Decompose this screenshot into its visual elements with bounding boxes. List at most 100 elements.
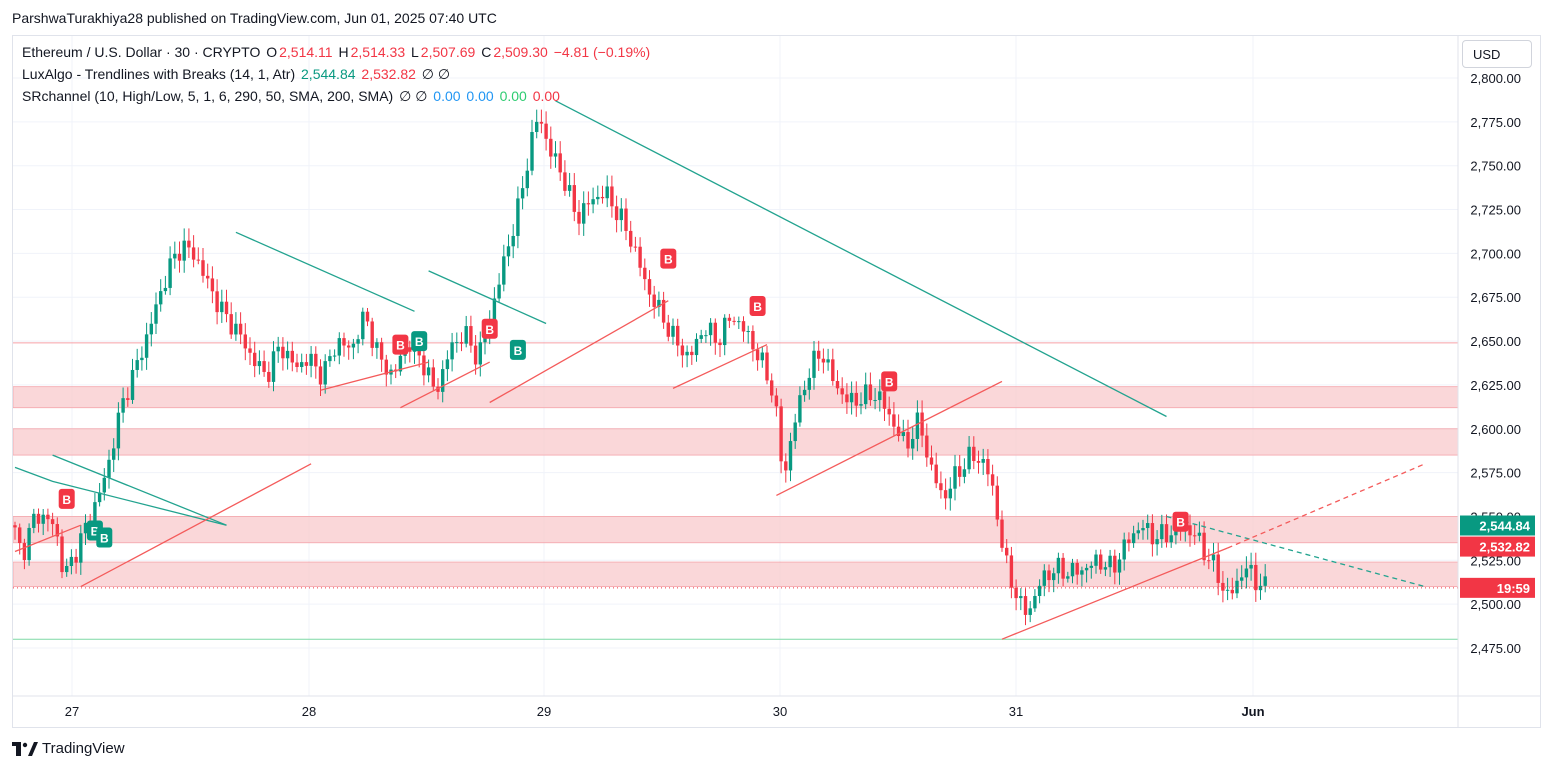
candle-body: [530, 132, 534, 171]
candle-body: [431, 367, 435, 387]
candle-body: [332, 355, 337, 357]
candle-body: [281, 346, 285, 359]
candle-body: [1122, 539, 1126, 560]
candle-body: [506, 246, 511, 257]
indicator1-value-lower: 2,532.82: [361, 66, 416, 82]
candle-body: [1028, 608, 1032, 615]
indicator2-legend[interactable]: SRchannel (10, High/Low, 5, 1, 6, 290, 5…: [22, 88, 562, 105]
candle-body: [629, 230, 633, 247]
chart-pane[interactable]: BBBBBBBBBBB2,475.002,500.002,525.002,550…: [12, 35, 1541, 728]
publish-line: ParshwaTurakhiya28 published on TradingV…: [12, 10, 497, 26]
candle-body: [304, 362, 309, 366]
candle-body: [1240, 577, 1244, 581]
candle-body: [516, 198, 520, 236]
candle-body: [892, 414, 896, 427]
candle-body: [149, 323, 153, 335]
candle-body: [718, 342, 722, 346]
candle-body: [699, 335, 703, 339]
signal-badge-label: B: [415, 335, 424, 349]
candle-body: [1169, 535, 1173, 543]
candle-body: [511, 235, 515, 247]
candle-body: [1141, 528, 1145, 531]
candle-body: [1061, 557, 1065, 579]
indicator1-name[interactable]: LuxAlgo - Trendlines with Breaks (14, 1,…: [22, 66, 296, 82]
candle-body: [1009, 555, 1014, 588]
candle-body: [455, 342, 459, 344]
candle-body: [953, 466, 957, 489]
support-trendline: [672, 344, 768, 389]
candle-body: [22, 543, 27, 561]
candle-body: [379, 342, 384, 360]
candle-body: [1089, 565, 1093, 568]
candle-body: [177, 253, 182, 261]
candle-body: [173, 253, 177, 259]
signal-badge: [660, 248, 677, 269]
candle-body: [817, 350, 821, 359]
candle-body: [1150, 523, 1155, 545]
candle-body: [798, 395, 802, 423]
candle-body: [1160, 524, 1164, 540]
high-label: H: [338, 44, 349, 60]
close-label: C: [481, 44, 492, 60]
candle-body: [925, 435, 929, 458]
candle-body: [943, 490, 948, 499]
candle-body: [549, 138, 553, 157]
candle-body: [671, 325, 675, 337]
candle-body: [1000, 519, 1004, 548]
candle-body: [55, 524, 59, 537]
candle-body: [643, 267, 647, 280]
candle-body: [342, 338, 346, 346]
indicator1-value-upper: 2,544.84: [301, 66, 356, 82]
signal-badge-label: B: [514, 344, 523, 358]
candle-body: [163, 287, 168, 292]
candle-body: [807, 377, 811, 390]
candle-body: [74, 556, 78, 563]
currency-button[interactable]: USD: [1462, 40, 1532, 68]
candle-body: [1108, 555, 1112, 568]
candle-body: [680, 345, 685, 356]
support-trendline: [489, 300, 669, 404]
candle-body: [492, 298, 497, 322]
candle-body: [323, 361, 327, 385]
candle-body: [262, 361, 266, 372]
candle-body: [779, 406, 783, 462]
candle-body: [539, 121, 544, 124]
candle-body: [911, 438, 915, 449]
price-label-text: 19:59: [1497, 581, 1530, 596]
candle-body: [1146, 523, 1150, 529]
open-value: 2,514.11: [279, 44, 333, 60]
candle-body: [1066, 576, 1070, 579]
candle-body: [967, 446, 971, 470]
candle-body: [1070, 562, 1075, 577]
candle-body: [1225, 589, 1230, 591]
candle-body: [774, 395, 779, 407]
candle-body: [614, 206, 619, 221]
candle-body: [596, 196, 600, 200]
candle-body: [840, 388, 844, 395]
candle-body: [337, 338, 341, 356]
candle-body: [79, 533, 83, 563]
candle-body: [577, 211, 581, 224]
candle-body: [1052, 573, 1056, 581]
candle-body: [469, 326, 473, 346]
indicator2-name[interactable]: SRchannel (10, High/Low, 5, 1, 6, 290, 5…: [22, 88, 394, 104]
candle-body: [1037, 585, 1042, 596]
price-label-box: [1460, 536, 1535, 557]
candle-body: [1023, 596, 1028, 615]
indicator2-value-2: 0.00: [466, 88, 494, 104]
candle-body: [290, 350, 294, 363]
symbol-label[interactable]: Ethereum / U.S. Dollar · 30 · CRYPTO: [22, 44, 261, 60]
candlestick-chart[interactable]: BBBBBBBBBBB2,475.002,500.002,525.002,550…: [13, 36, 1540, 727]
signal-badge: [481, 318, 498, 339]
candle-body: [1113, 555, 1117, 573]
candle-body: [257, 361, 262, 367]
candle-body: [1216, 554, 1220, 583]
candle-body: [558, 153, 562, 173]
indicator1-legend[interactable]: LuxAlgo - Trendlines with Breaks (14, 1,…: [22, 66, 452, 83]
tradingview-logo[interactable]: TradingView: [12, 740, 125, 757]
candle-body: [525, 170, 529, 189]
sr-zone: [13, 428, 1459, 456]
candle-body: [295, 362, 299, 367]
candle-body: [285, 350, 290, 359]
support-trendline: [14, 524, 82, 553]
